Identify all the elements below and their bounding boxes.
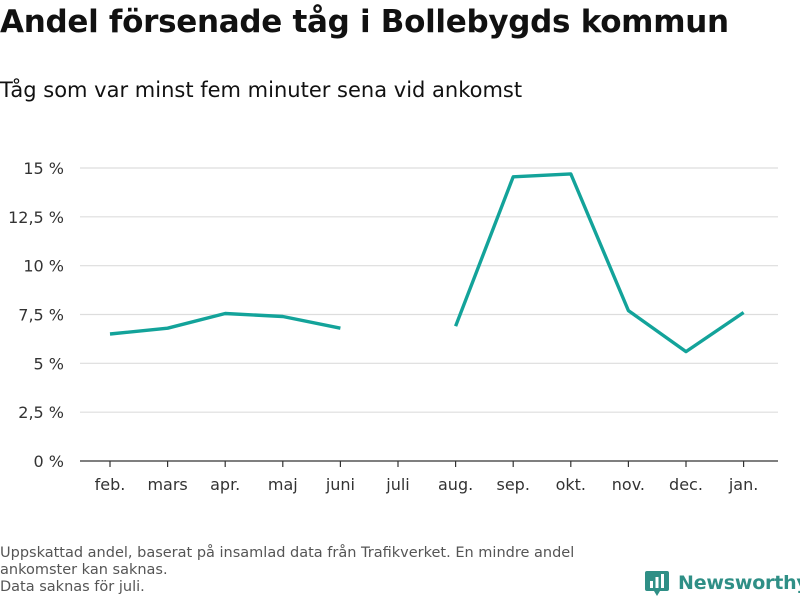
y-tick-label: 7,5 % xyxy=(18,306,64,325)
y-tick-label: 0 % xyxy=(34,452,64,471)
y-axis-ticks: 0 % 2,5 % 5 % 7,5 % 10 % 12,5 % 15 % xyxy=(8,159,64,471)
series-lines xyxy=(109,172,745,354)
y-tick-label: 15 % xyxy=(23,159,64,178)
footnote: Uppskattad andel, baserat på insamlad da… xyxy=(0,545,640,596)
gridlines xyxy=(80,167,778,413)
y-tick-label: 2,5 % xyxy=(18,403,64,422)
x-tick-label: jan. xyxy=(728,475,758,494)
y-tick-label: 10 % xyxy=(23,257,64,276)
x-tick-label: aug. xyxy=(438,475,473,494)
brand-name: Newsworthy xyxy=(678,572,800,594)
footnote-line-1: Uppskattad andel, baserat på insamlad da… xyxy=(0,545,575,578)
x-tick-label: feb. xyxy=(95,475,126,494)
y-tick-label: 12,5 % xyxy=(8,208,64,227)
newsworthy-logo-icon xyxy=(645,571,669,596)
x-tick-label: nov. xyxy=(612,475,645,494)
x-tick-label: dec. xyxy=(669,475,703,494)
x-tick-label: mars xyxy=(147,475,187,494)
line-chart: 0 % 2,5 % 5 % 7,5 % 10 % 12,5 % 15 % feb. mars a… xyxy=(8,159,778,494)
brand-logo: Newsworthy xyxy=(644,569,800,597)
x-tick-label: maj xyxy=(268,475,298,494)
x-tick-label: juni xyxy=(325,475,355,494)
series-line-segment xyxy=(454,172,745,354)
x-tick-label: juli xyxy=(385,475,409,494)
series-line-segment xyxy=(109,311,341,336)
x-tick-label: apr. xyxy=(210,475,240,494)
x-tick-label: okt. xyxy=(556,475,586,494)
footnote-line-2: Data saknas för juli. xyxy=(0,579,145,595)
x-axis: feb. mars apr. maj juni juli aug. sep. okt. nov. d… xyxy=(80,460,778,494)
x-tick-label: sep. xyxy=(496,475,529,494)
chart-subtitle: Tåg som var minst fem minuter sena vid a… xyxy=(0,78,523,102)
y-tick-label: 5 % xyxy=(34,354,64,373)
chart-title: Andel försenade tåg i Bollebygds kommun xyxy=(0,4,729,40)
